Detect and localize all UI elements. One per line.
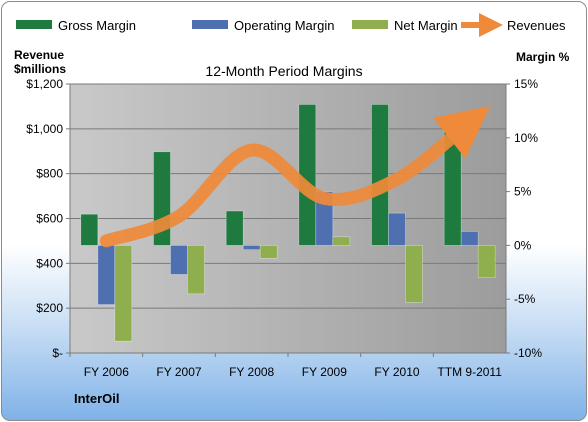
bar-operating-margin (388, 212, 406, 246)
bar-gross-margin (298, 104, 317, 246)
legend-label: Net Margin (394, 18, 458, 33)
revenue-line (99, 106, 491, 248)
right-tick-label: 0% (514, 238, 532, 252)
x-tick-label: FY 2009 (302, 365, 347, 379)
left-tick-label: $1,000 (26, 122, 63, 136)
left-axis-label-line1: Revenue (14, 48, 64, 62)
legend-swatch-net-margin (352, 20, 388, 29)
right-tick-label: -10% (514, 346, 542, 360)
right-tick-label: 5% (514, 185, 532, 199)
bar-net-margin (332, 236, 351, 246)
left-tick-label: $- (52, 346, 63, 360)
axes: $- $200 $400 $600 $800 $1,000 $1,200 -10% -5% 0% 5… (26, 77, 542, 379)
bar-net-margin (187, 245, 205, 295)
legend-swatch-gross-margin (16, 20, 52, 29)
bar-net-margin (477, 245, 496, 278)
left-tick-label: $1,200 (26, 77, 63, 91)
legend: Gross Margin Operating Margin Net Margin Re… (16, 13, 566, 37)
bar-gross-margin (371, 104, 389, 246)
revenue-line-path (99, 106, 491, 248)
right-tick-label: 15% (514, 77, 538, 91)
legend-label: Revenues (507, 18, 566, 33)
right-tick-label: -5% (514, 292, 536, 306)
bar-net-margin (259, 245, 278, 259)
bar-operating-margin (97, 245, 116, 305)
x-tick-label: FY 2006 (84, 365, 129, 379)
x-tick-label: FY 2007 (156, 365, 201, 379)
left-axis-label-line2: $millions (14, 62, 66, 76)
chart-title: 12-Month Period Margins (205, 63, 362, 79)
bar-operating-margin (170, 245, 188, 275)
bar-operating-margin (242, 245, 261, 251)
x-tick-label: FY 2010 (374, 365, 419, 379)
left-tick-label: $600 (36, 212, 63, 226)
bar-net-margin (405, 245, 423, 303)
legend-swatch-operating-margin (192, 20, 228, 29)
legend-label: Gross Margin (58, 18, 136, 33)
left-tick-label: $400 (36, 256, 63, 270)
x-tick-label: TTM 9-2011 (437, 365, 502, 379)
bar-operating-margin (460, 231, 479, 246)
company-name: InterOil (74, 391, 120, 406)
bars (80, 104, 496, 342)
right-tick-label: 10% (514, 131, 538, 145)
bar-gross-margin (225, 210, 244, 246)
left-tick-label: $200 (36, 301, 63, 315)
bar-gross-margin (80, 213, 99, 246)
left-tick-label: $800 (36, 167, 63, 181)
right-axis-label: Margin % (516, 50, 570, 64)
legend-label: Operating Margin (234, 18, 334, 33)
x-tick-label: FY 2008 (229, 365, 274, 379)
bar-net-margin (114, 245, 133, 342)
